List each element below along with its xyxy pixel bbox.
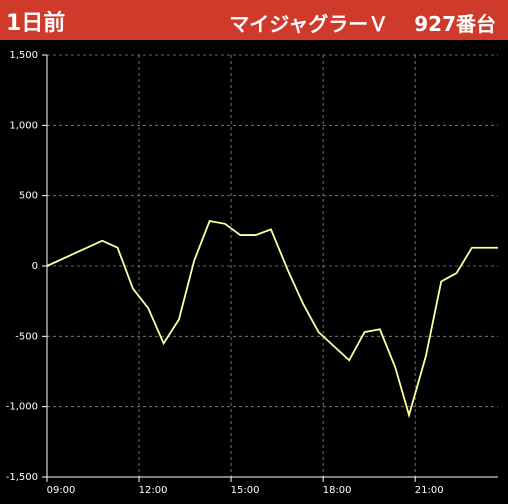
- y-tick-label: 1,500: [9, 50, 38, 61]
- y-tick-label: -500: [15, 331, 38, 342]
- day-badge: 1日前: [6, 11, 66, 36]
- x-tick-label: 18:00: [323, 485, 352, 496]
- machine-name: マイジャグラーＶ: [229, 12, 389, 36]
- unit-number: 927番台: [414, 12, 496, 36]
- title: マイジャグラーＶ 927番台: [203, 8, 496, 37]
- y-tick-label: 1,000: [9, 120, 38, 131]
- header: 1日前 マイジャグラーＶ 927番台: [0, 0, 508, 40]
- x-tick-label: 21:00: [415, 485, 444, 496]
- y-tick-label: 500: [19, 191, 38, 202]
- x-tick-label: 12:00: [139, 485, 168, 496]
- x-tick-label: 15:00: [231, 485, 260, 496]
- chart: -1,500 -1,000 -500 0 500 1,000 1,500 09:00 12:00…: [6, 50, 498, 496]
- x-tick-label: 09:00: [47, 485, 76, 496]
- y-tick-label: 0: [32, 261, 38, 272]
- y-tick-label: -1,000: [6, 402, 38, 413]
- y-tick-label: -1,500: [6, 472, 38, 483]
- line-series: [46, 219, 498, 419]
